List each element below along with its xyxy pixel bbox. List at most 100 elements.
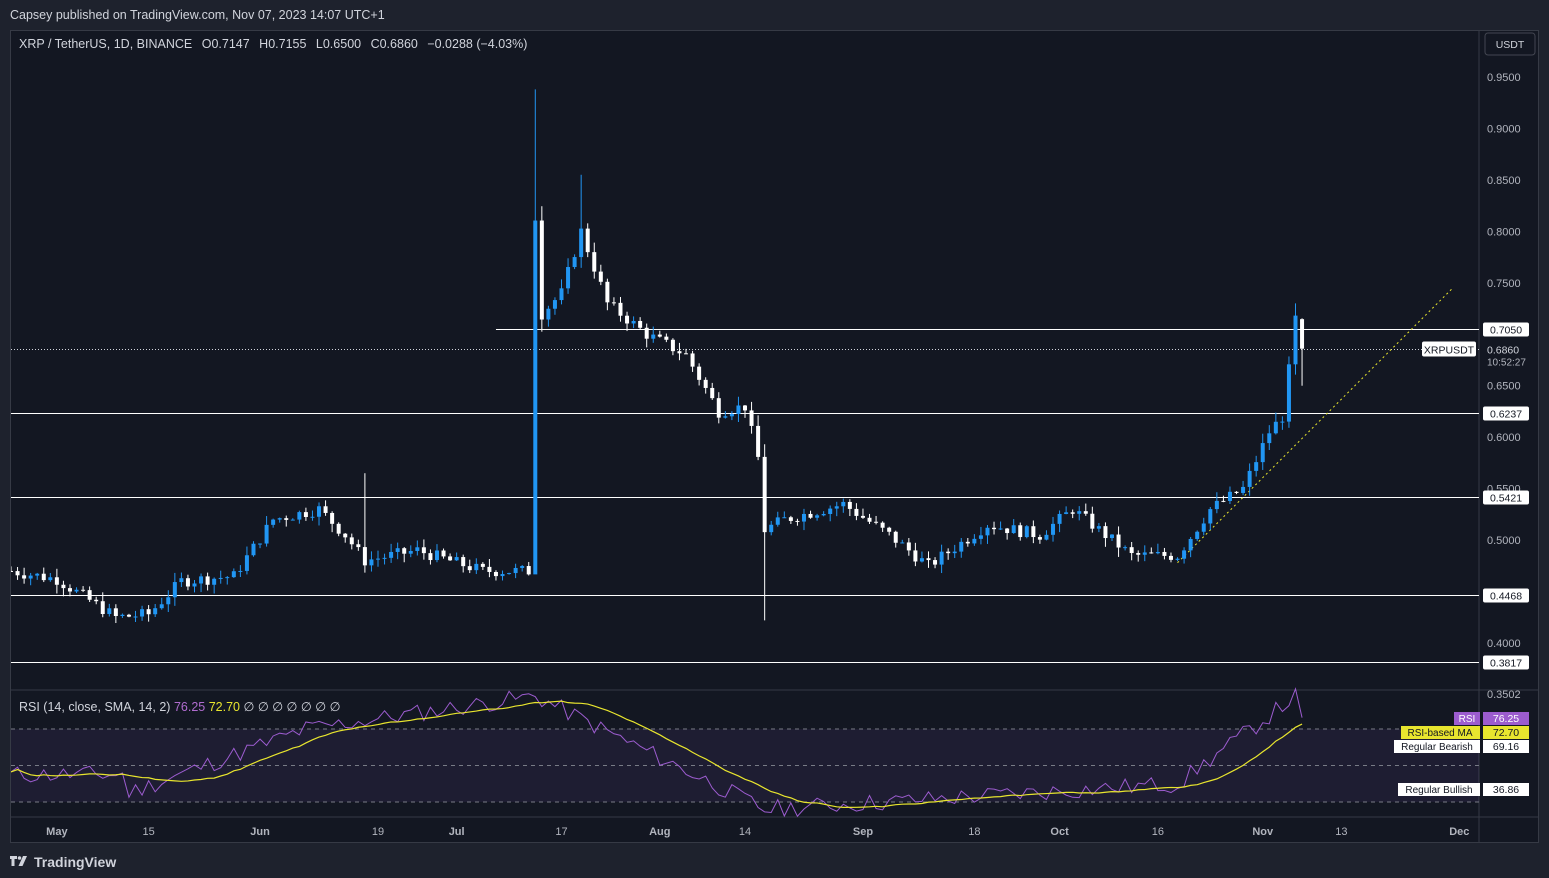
y-tick-label: 0.9500 (1487, 72, 1521, 84)
candle-body (1136, 553, 1141, 555)
candle-body (1116, 534, 1121, 548)
level-price-tag (1483, 322, 1529, 337)
candle-body (1208, 509, 1213, 524)
candle-body (1254, 462, 1259, 471)
candle-body (185, 578, 190, 587)
candle-body (749, 410, 754, 426)
symbol-legend: XRP / TetherUS, 1D, BINANCE O0.7147 H0.7… (19, 37, 527, 51)
candle-body (317, 506, 322, 517)
candle-body (631, 320, 636, 324)
rsi-value-tag (1483, 712, 1529, 725)
candle-body (28, 575, 33, 579)
y-tick-label: 0.3502 (1487, 689, 1521, 701)
candle-body (107, 608, 112, 615)
candle-body (1149, 552, 1154, 554)
candle-body (421, 547, 426, 554)
candle-body (684, 353, 689, 355)
currency-button-label: USDT (1496, 39, 1525, 51)
candle-body (205, 576, 210, 585)
candle-body (795, 520, 800, 522)
rsi-line[interactable] (11, 687, 1303, 818)
candle-body (828, 508, 833, 515)
price-chart[interactable]: USDT 0.9500 0.9000 0.8500 0.8000 0.7500 0.6500… (11, 31, 1539, 843)
low-value: 0.6500 (322, 37, 362, 51)
last-price-label: 0.6860 (1487, 345, 1519, 357)
currency-button[interactable] (1484, 32, 1536, 56)
candle-body (428, 553, 433, 561)
candle-body (1260, 443, 1265, 463)
candle-body (841, 501, 846, 507)
candle-body (815, 515, 820, 518)
candle-body (54, 577, 59, 585)
low-label: L (315, 37, 323, 51)
symbol-tag (1422, 341, 1476, 357)
candle-body (48, 577, 53, 581)
candle-body (769, 524, 774, 533)
candle-body (395, 548, 400, 552)
y-tick-label: 0.6000 (1487, 432, 1521, 444)
level-price-tag-label: 0.3817 (1490, 658, 1522, 670)
candle-body (906, 542, 911, 551)
candle-body (1083, 511, 1088, 514)
candle-body (998, 528, 1003, 530)
x-tick-label: Nov (1252, 826, 1274, 838)
candle-body (15, 571, 20, 576)
rsi-ma-value-tag-label: 72.70 (1493, 727, 1519, 739)
candle-body (231, 571, 236, 578)
candle-body (552, 300, 557, 309)
level-price-tag-label: 0.5421 (1490, 493, 1522, 505)
rsi-ma-line[interactable] (11, 700, 1303, 808)
candle-body (618, 302, 623, 316)
candle-body (1090, 513, 1095, 529)
candle-body (35, 573, 40, 576)
x-tick-label: May (46, 826, 68, 838)
chart-frame[interactable]: USDT 0.9500 0.9000 0.8500 0.8000 0.7500 0.6500… (10, 30, 1539, 843)
rsi-legend-value: 76.25 (173, 700, 206, 714)
rsi-title[interactable]: RSI (14, close, SMA, 14, 2) (19, 700, 171, 714)
candle-body (1037, 537, 1042, 540)
candle-body (1123, 547, 1128, 549)
candle-body (284, 518, 289, 520)
x-tick-label: Oct (1050, 826, 1069, 838)
x-tick-label: 15 (143, 826, 155, 838)
candle-body (441, 550, 446, 557)
candle-body (500, 574, 505, 577)
x-tick-label: Dec (1449, 826, 1469, 838)
candle-body (566, 267, 571, 289)
candle-body (1293, 315, 1298, 365)
candle-body (199, 576, 204, 584)
candle-body (179, 578, 184, 583)
candle-body (310, 516, 315, 518)
candle-body (330, 512, 335, 524)
candle-body (952, 551, 957, 554)
candle-body (218, 577, 223, 579)
y-tick-label: 0.8000 (1487, 226, 1521, 238)
symbol-title[interactable]: XRP / TetherUS, 1D, BINANCE (19, 37, 193, 51)
candle-body (120, 614, 125, 617)
symbol-tag-label: XRPUSDT (1424, 345, 1475, 357)
level-price-tag-label: 0.7050 (1490, 325, 1522, 337)
candle-body (1070, 512, 1075, 514)
candle-body (277, 518, 282, 520)
level-price-tag-label: 0.6237 (1490, 409, 1522, 421)
candle-body (605, 281, 610, 303)
candle-body (146, 609, 151, 615)
candle-body (343, 533, 348, 538)
hidden-plots-icons: ∅ ∅ ∅ ∅ ∅ ∅ ∅ (243, 700, 341, 714)
candle-body (887, 527, 892, 532)
candle-body (710, 387, 715, 399)
level-price-tag (1483, 655, 1529, 670)
bullish-divergence-value: 36.86 (1493, 784, 1519, 796)
tradingview-logo-text: TradingView (34, 854, 117, 870)
bearish-divergence-label: Regular Bearish (1401, 742, 1473, 753)
candle-body (336, 523, 341, 534)
candle-body (349, 537, 354, 545)
candle-body (677, 351, 682, 354)
candle-body (480, 563, 485, 567)
level-price-tag (1483, 490, 1529, 505)
candle-body (933, 560, 938, 565)
candle-body (1234, 491, 1239, 493)
candle-body (585, 228, 590, 253)
candle-body (133, 616, 138, 618)
candle-body (153, 608, 158, 615)
